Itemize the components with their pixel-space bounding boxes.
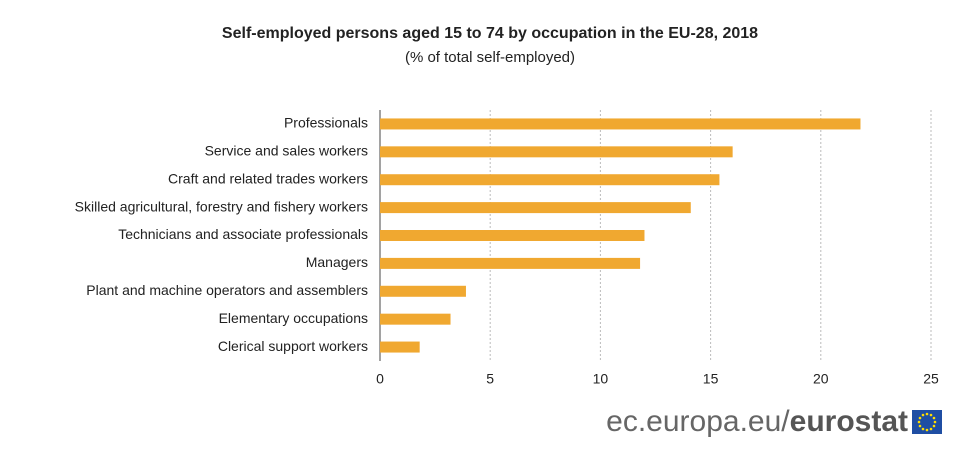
bar <box>380 202 691 214</box>
x-tick-label: 0 <box>376 371 384 387</box>
source-site: ec.europa.eu/ <box>606 405 790 438</box>
bar <box>380 313 451 325</box>
x-tick-label: 20 <box>813 371 829 387</box>
bar <box>380 146 733 158</box>
bar <box>380 341 420 353</box>
y-tick-label: Service and sales workers <box>205 143 368 159</box>
y-tick-label: Managers <box>306 254 368 270</box>
y-tick-label: Plant and machine operators and assemble… <box>86 282 368 298</box>
chart-title: Self-employed persons aged 15 to 74 by o… <box>222 25 758 42</box>
bar <box>380 257 641 269</box>
y-tick-label: Clerical support workers <box>218 338 368 354</box>
y-tick-label: Technicians and associate professionals <box>118 226 368 242</box>
y-tick-label: Skilled agricultural, forestry and fishe… <box>75 198 368 214</box>
bar <box>380 285 466 297</box>
y-tick-label: Elementary occupations <box>219 310 368 326</box>
source-brand: eurostat <box>790 405 908 438</box>
x-tick-label: 15 <box>703 371 719 387</box>
bar <box>380 230 645 241</box>
chart-subtitle: (% of total self-employed) <box>405 49 575 66</box>
x-tick-label: 5 <box>486 371 494 387</box>
x-tick-label: 10 <box>593 371 609 387</box>
y-tick-label: Craft and related trades workers <box>168 170 368 186</box>
y-tick-label: Professionals <box>284 115 368 131</box>
bar <box>380 118 861 130</box>
bar <box>380 174 720 186</box>
eu-flag <box>912 410 942 434</box>
x-tick-label: 25 <box>923 371 939 387</box>
source: ec.europa.eu/eurostat <box>606 405 908 438</box>
